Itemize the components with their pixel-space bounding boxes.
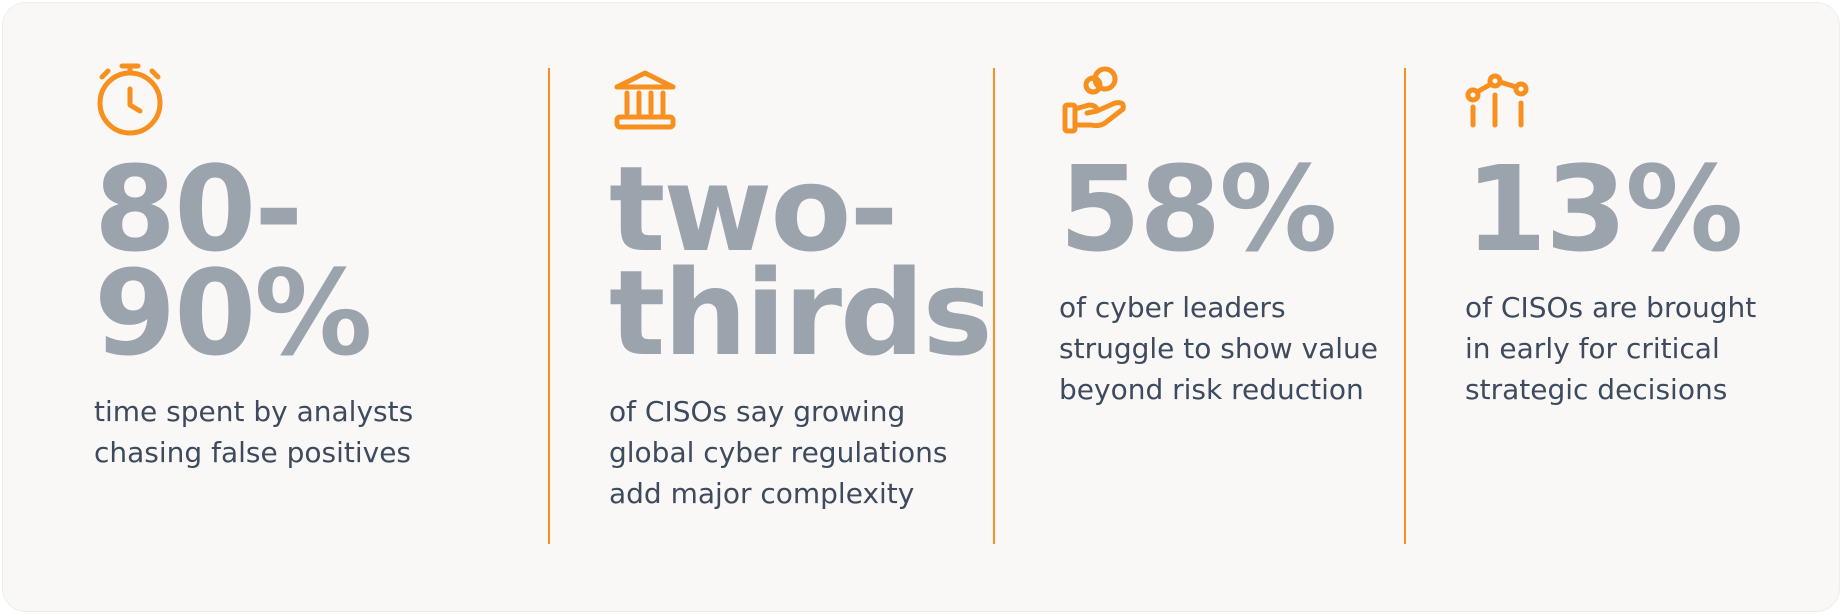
description-line: of cyber leaders	[1059, 291, 1286, 324]
stat-value: two-thirds	[609, 140, 993, 382]
stat-column: 58% of cyber leaders struggle to show val…	[1059, 61, 1479, 410]
stat-value: 80-90%	[94, 140, 372, 382]
stat-description: of cyber leaders struggle to show value be…	[1059, 287, 1479, 410]
analytics-icon	[1465, 73, 1529, 128]
stat-description: of CISOs say growing global cyber regulat…	[609, 391, 1029, 514]
description-line: of CISOs say growing	[609, 395, 906, 428]
description-line: add major complexity	[609, 477, 915, 510]
description-line: time spent by analysts	[94, 395, 414, 428]
stat-column: two-thirds of CISOs say growing global cy…	[609, 61, 1029, 514]
divider	[548, 68, 550, 544]
stat-column: 13% of CISOs are brought in early for cri…	[1465, 61, 1844, 410]
stopwatch-icon	[97, 63, 163, 136]
description-line: in early for critical	[1465, 332, 1720, 365]
description-line: strategic decisions	[1465, 373, 1728, 406]
divider	[1404, 68, 1406, 544]
stat-column: 80-90% time spent by analysts chasing fal…	[94, 61, 514, 473]
description-line: struggle to show value	[1059, 332, 1379, 365]
stat-description: of CISOs are brought in early for critica…	[1465, 287, 1844, 410]
description-line: chasing false positives	[94, 436, 412, 469]
description-line: of CISOs are brought	[1465, 291, 1757, 324]
description-line: beyond risk reduction	[1059, 373, 1364, 406]
stat-value: 13%	[1465, 140, 1743, 278]
stat-description: time spent by analysts chasing false posi…	[94, 391, 514, 473]
divider	[993, 68, 995, 544]
hand-coins-icon	[1062, 66, 1126, 134]
stat-value: 58%	[1059, 140, 1337, 278]
description-line: global cyber regulations	[609, 436, 948, 469]
institution-icon	[614, 70, 676, 130]
